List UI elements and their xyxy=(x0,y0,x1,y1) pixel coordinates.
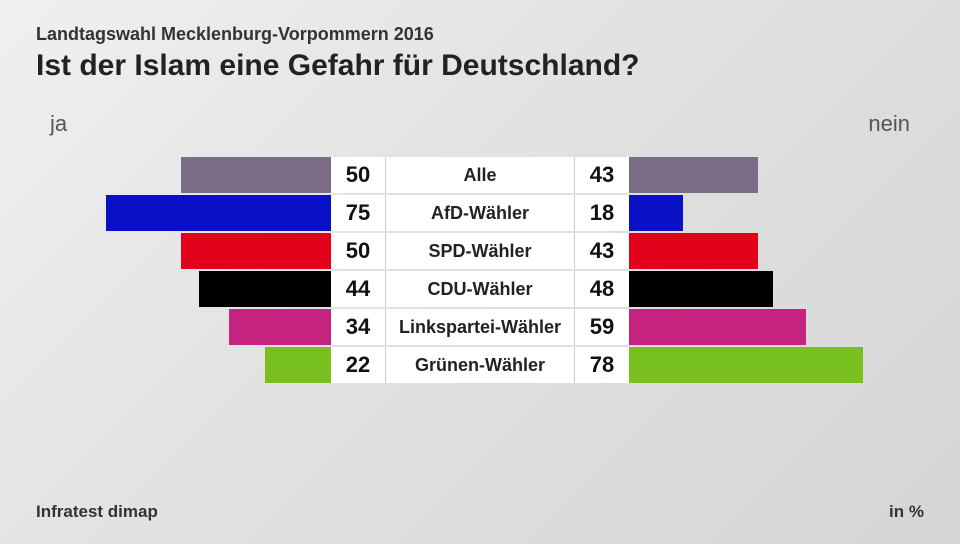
value-ja: 75 xyxy=(331,195,385,231)
bar-side-ja: 22 xyxy=(30,347,385,383)
value-nein: 59 xyxy=(575,309,629,345)
row-label: CDU-Wähler xyxy=(385,271,575,307)
value-nein: 78 xyxy=(575,347,629,383)
chart-row: 75AfD-Wähler18 xyxy=(30,195,930,231)
bar-nein xyxy=(629,195,683,231)
bar-ja xyxy=(106,195,331,231)
chart-row: 50SPD-Wähler43 xyxy=(30,233,930,269)
chart-row: 44CDU-Wähler48 xyxy=(30,271,930,307)
bar-nein xyxy=(629,157,758,193)
bar-side-ja: 34 xyxy=(30,309,385,345)
bar-side-ja: 75 xyxy=(30,195,385,231)
bar-side-nein: 43 xyxy=(575,157,930,193)
row-label: Linkspartei-Wähler xyxy=(385,309,575,345)
bar-ja xyxy=(229,309,331,345)
value-ja: 34 xyxy=(331,309,385,345)
bar-side-nein: 59 xyxy=(575,309,930,345)
value-nein: 43 xyxy=(575,157,629,193)
bar-nein xyxy=(629,271,773,307)
row-label: SPD-Wähler xyxy=(385,233,575,269)
row-label: Grünen-Wähler xyxy=(385,347,575,383)
diverging-bar-chart: 50Alle4375AfD-Wähler1850SPD-Wähler4344CD… xyxy=(0,145,960,383)
chart-row: 22Grünen-Wähler78 xyxy=(30,347,930,383)
axis-left-label: ja xyxy=(50,111,67,137)
bar-ja xyxy=(181,157,331,193)
value-ja: 50 xyxy=(331,233,385,269)
bar-ja xyxy=(199,271,331,307)
value-nein: 48 xyxy=(575,271,629,307)
chart-title: Ist der Islam eine Gefahr für Deutschlan… xyxy=(36,49,924,83)
value-nein: 18 xyxy=(575,195,629,231)
chart-row: 34Linkspartei-Wähler59 xyxy=(30,309,930,345)
chart-row: 50Alle43 xyxy=(30,157,930,193)
bar-nein xyxy=(629,309,806,345)
bar-side-nein: 18 xyxy=(575,195,930,231)
bar-side-nein: 48 xyxy=(575,271,930,307)
axis-right-label: nein xyxy=(868,111,910,137)
bar-nein xyxy=(629,233,758,269)
value-nein: 43 xyxy=(575,233,629,269)
bar-side-nein: 43 xyxy=(575,233,930,269)
row-label: Alle xyxy=(385,157,575,193)
bar-ja xyxy=(181,233,331,269)
chart-supertitle: Landtagswahl Mecklenburg-Vorpommern 2016 xyxy=(36,24,924,45)
bar-side-ja: 50 xyxy=(30,233,385,269)
value-ja: 50 xyxy=(331,157,385,193)
bar-side-ja: 50 xyxy=(30,157,385,193)
value-ja: 22 xyxy=(331,347,385,383)
footer-unit: in % xyxy=(889,502,924,522)
footer-source: Infratest dimap xyxy=(36,502,158,522)
bar-ja xyxy=(265,347,331,383)
row-label: AfD-Wähler xyxy=(385,195,575,231)
bar-side-ja: 44 xyxy=(30,271,385,307)
bar-nein xyxy=(629,347,863,383)
chart-footer: Infratest dimap in % xyxy=(36,502,924,522)
chart-header: Landtagswahl Mecklenburg-Vorpommern 2016… xyxy=(0,0,960,91)
bar-side-nein: 78 xyxy=(575,347,930,383)
axis-labels: ja nein xyxy=(0,91,960,145)
value-ja: 44 xyxy=(331,271,385,307)
